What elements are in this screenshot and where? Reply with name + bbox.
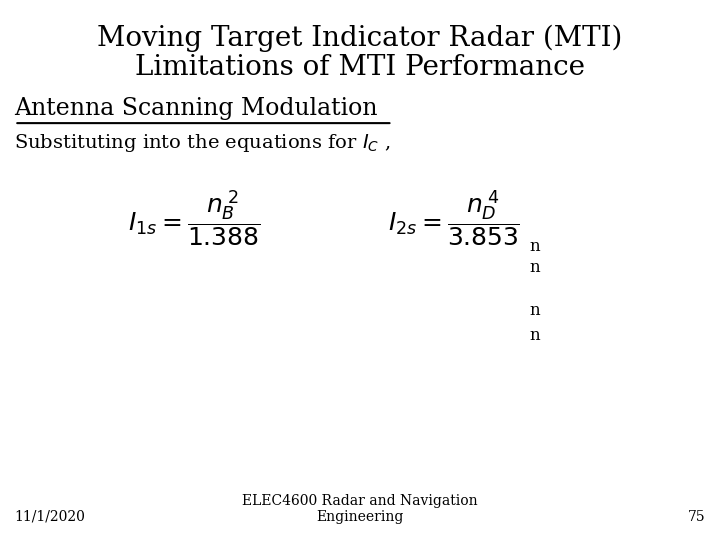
Text: 75: 75 (688, 510, 706, 524)
Text: Moving Target Indicator Radar (MTI): Moving Target Indicator Radar (MTI) (97, 24, 623, 52)
Text: $I_{2s} = \dfrac{n_D^{\;4}}{3.853}$: $I_{2s} = \dfrac{n_D^{\;4}}{3.853}$ (387, 189, 520, 249)
Text: ELEC4600 Radar and Navigation
Engineering: ELEC4600 Radar and Navigation Engineerin… (242, 494, 478, 524)
Text: Limitations of MTI Performance: Limitations of MTI Performance (135, 54, 585, 81)
Text: n: n (529, 302, 540, 319)
Text: $I_{1s} = \dfrac{n_B^{\;2}}{1.388}$: $I_{1s} = \dfrac{n_B^{\;2}}{1.388}$ (128, 189, 261, 249)
Text: 11/1/2020: 11/1/2020 (14, 510, 85, 524)
Text: n: n (529, 259, 540, 276)
Text: Substituting into the equations for $I_C$ ,: Substituting into the equations for $I_C… (14, 132, 391, 154)
Text: n: n (529, 238, 540, 254)
Text: Antenna Scanning Modulation: Antenna Scanning Modulation (14, 97, 378, 120)
Text: n: n (529, 327, 540, 343)
